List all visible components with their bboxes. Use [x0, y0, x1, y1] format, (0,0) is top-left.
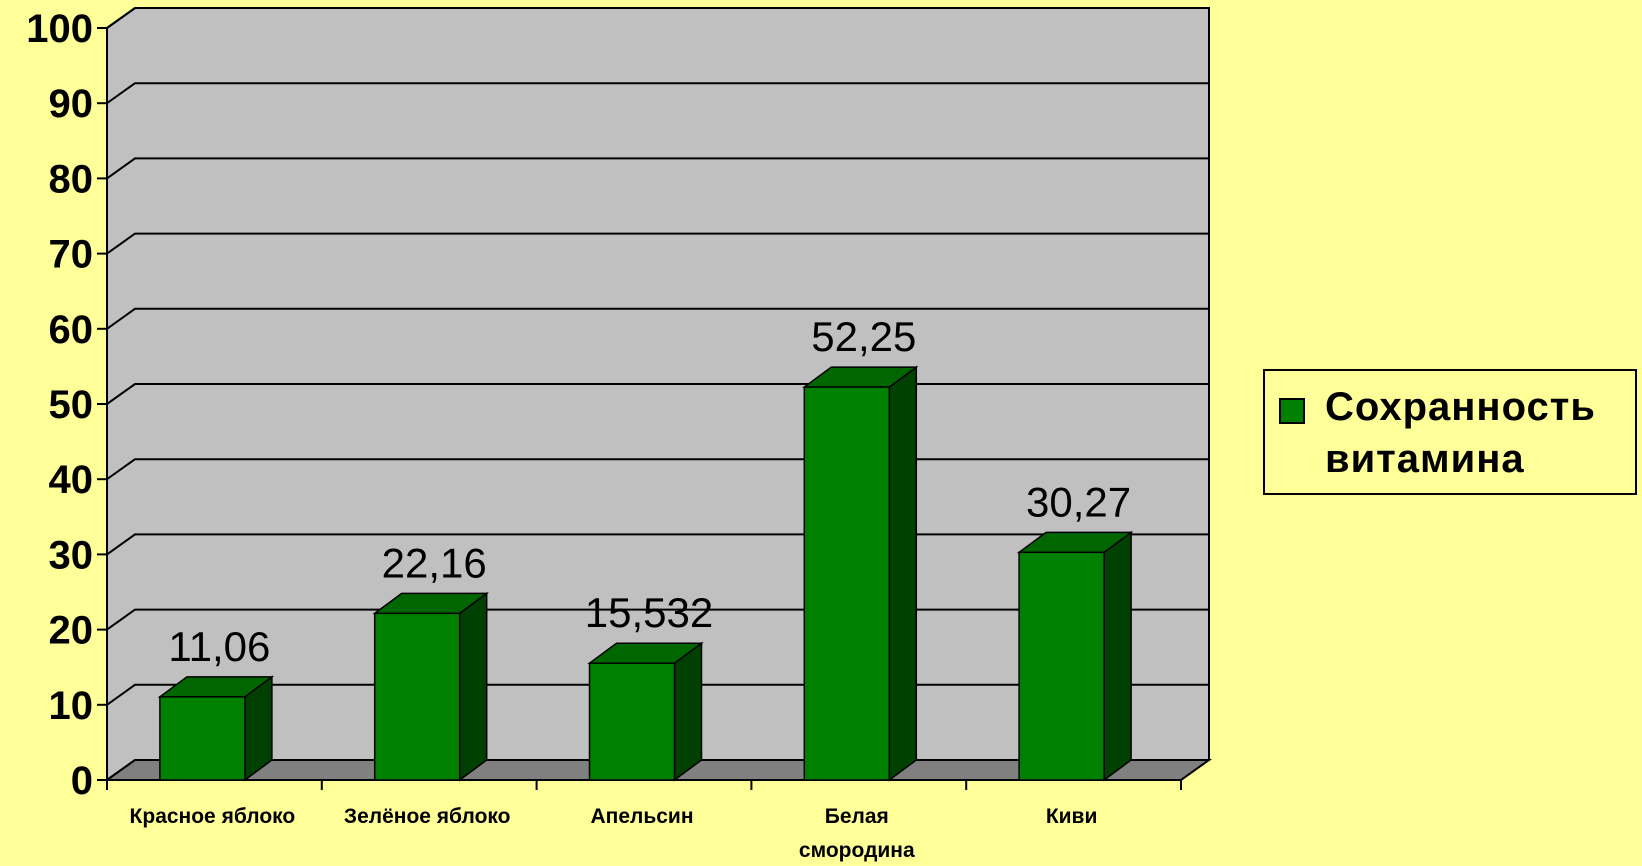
legend: Сохранность витамина	[1263, 369, 1637, 495]
legend-label: Сохранность витамина	[1325, 385, 1596, 481]
gridline	[106, 7, 1209, 29]
bar-side	[888, 365, 918, 782]
y-tick-label: 10	[49, 684, 94, 728]
data-label: 52,25	[811, 313, 916, 360]
x-tick-label: Зелёное яблоко	[344, 805, 511, 828]
gridline	[106, 307, 1209, 330]
y-tick-label: 70	[49, 233, 94, 277]
data-label: 30,27	[1026, 478, 1131, 525]
bar-side	[458, 591, 488, 782]
data-label: 11,06	[168, 623, 270, 670]
y-tick-label: 80	[49, 157, 94, 201]
y-tick-label: 20	[49, 609, 94, 653]
gridline	[106, 232, 1209, 255]
y-tick-label: 90	[49, 82, 94, 126]
bar	[373, 612, 461, 781]
y-tick-label: 100	[26, 7, 93, 51]
bar	[803, 386, 891, 781]
y-tick-label: 60	[49, 308, 94, 352]
bar-side	[673, 641, 703, 782]
gridline	[106, 82, 1209, 105]
x-tick-label: Красное яблоко	[130, 805, 296, 828]
bar	[588, 662, 676, 781]
x-tick-label: смородина	[799, 839, 915, 862]
y-tick-label: 40	[49, 458, 94, 502]
y-tick-label: 0	[71, 759, 93, 803]
y-tick-label: 30	[49, 533, 94, 577]
bar-side	[1103, 530, 1132, 782]
bar	[1018, 551, 1105, 781]
data-label: 15,532	[585, 589, 713, 636]
data-label: 22,16	[382, 539, 487, 586]
y-tick-label: 50	[49, 383, 94, 427]
x-tick-label: Киви	[1046, 805, 1098, 828]
x-tick-label: Апельсин	[590, 805, 693, 828]
gridline	[106, 157, 1209, 180]
legend-swatch	[1279, 398, 1305, 424]
bar	[159, 696, 246, 781]
x-tick-label: Белая	[825, 805, 889, 828]
